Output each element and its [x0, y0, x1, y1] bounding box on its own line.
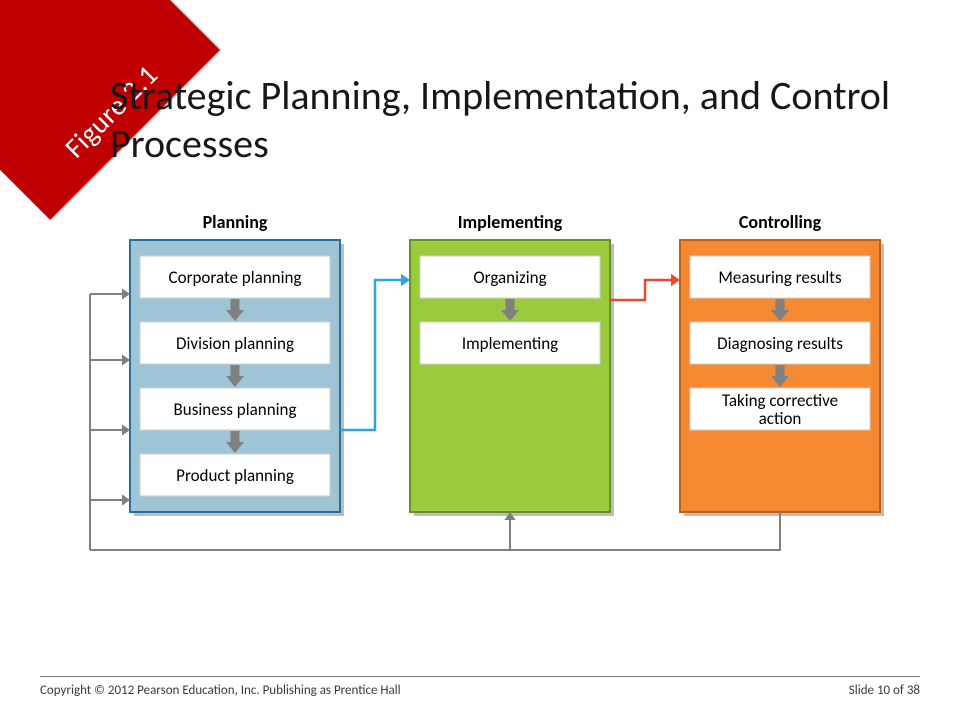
copyright-text: Copyright © 2012 Pearson Education, Inc.…	[40, 683, 401, 698]
svg-text:Corporate planning: Corporate planning	[169, 267, 302, 288]
slide-title: Strategic Planning, Implementation, and …	[110, 72, 920, 168]
svg-text:Organizing: Organizing	[473, 267, 546, 288]
svg-text:Division planning: Division planning	[176, 333, 294, 354]
slide-footer: Copyright © 2012 Pearson Education, Inc.…	[40, 676, 920, 698]
svg-text:Measuring results: Measuring results	[718, 267, 842, 288]
svg-text:Implementing: Implementing	[462, 333, 558, 354]
svg-text:Diagnosing results: Diagnosing results	[717, 333, 843, 354]
svg-text:Product planning: Product planning	[176, 465, 294, 486]
slide-number: Slide 10 of 38	[849, 683, 920, 698]
process-diagram: Planning Corporate planning Division plann…	[70, 210, 890, 640]
svg-text:Business planning: Business planning	[174, 399, 297, 420]
svg-text:Implementing: Implementing	[458, 211, 563, 233]
svg-text:action: action	[759, 408, 802, 429]
svg-text:Controlling: Controlling	[739, 211, 822, 233]
svg-text:Planning: Planning	[203, 211, 268, 233]
